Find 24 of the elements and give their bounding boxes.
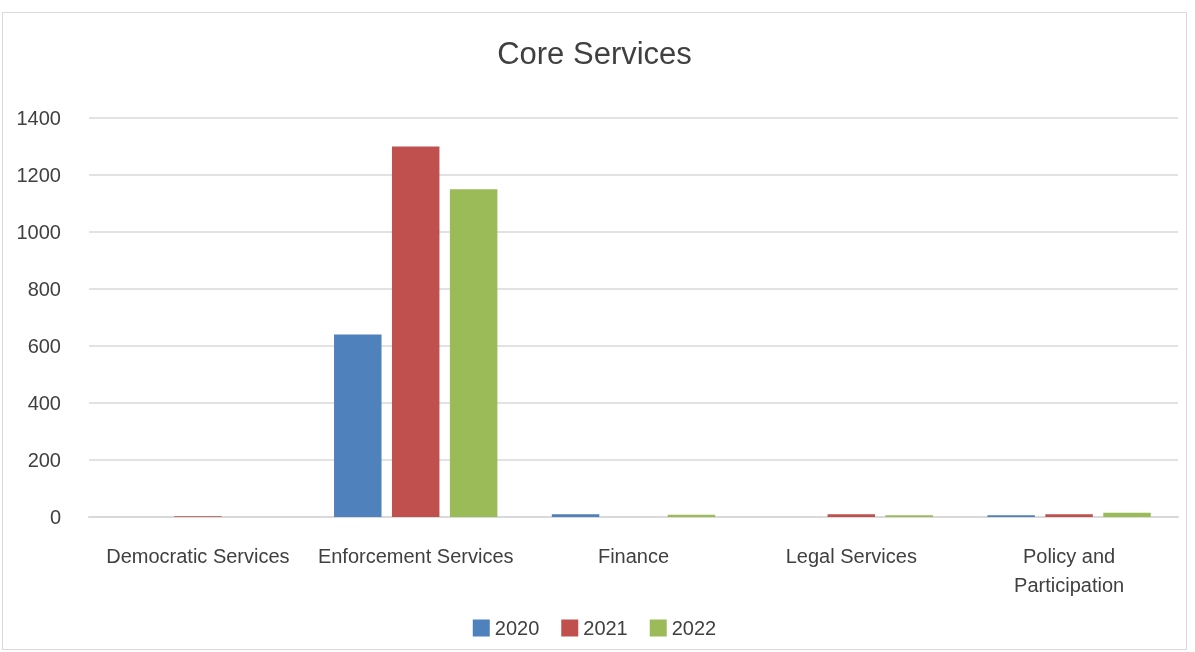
bar xyxy=(827,514,876,517)
y-tick-label: 1200 xyxy=(16,164,61,186)
bar xyxy=(449,189,498,517)
bar xyxy=(1045,514,1093,517)
x-tick-label: Democratic Services xyxy=(106,544,290,567)
y-tick-label: 600 xyxy=(27,335,61,357)
y-tick-label: 1400 xyxy=(16,107,61,129)
legend-label: 2022 xyxy=(671,617,717,639)
y-tick-label: 1000 xyxy=(16,221,61,243)
x-tick-label: Legal Services xyxy=(785,544,917,567)
x-tick-label: Policy and Participation xyxy=(1014,544,1125,596)
y-tick-label: 0 xyxy=(49,506,61,528)
y-tick-label: 200 xyxy=(27,449,61,471)
x-tick-label: Finance xyxy=(597,544,670,567)
legend-label: 2021 xyxy=(583,617,628,639)
bar xyxy=(551,514,600,517)
bar xyxy=(1103,512,1151,517)
x-tick-label: Enforcement Services xyxy=(317,544,514,567)
bar xyxy=(391,146,440,517)
y-tick-label: 400 xyxy=(27,392,61,414)
legend-label: 2020 xyxy=(494,617,540,639)
chart-title: Core Services xyxy=(497,36,692,71)
y-tick-label: 800 xyxy=(27,278,61,300)
bar xyxy=(334,334,382,517)
